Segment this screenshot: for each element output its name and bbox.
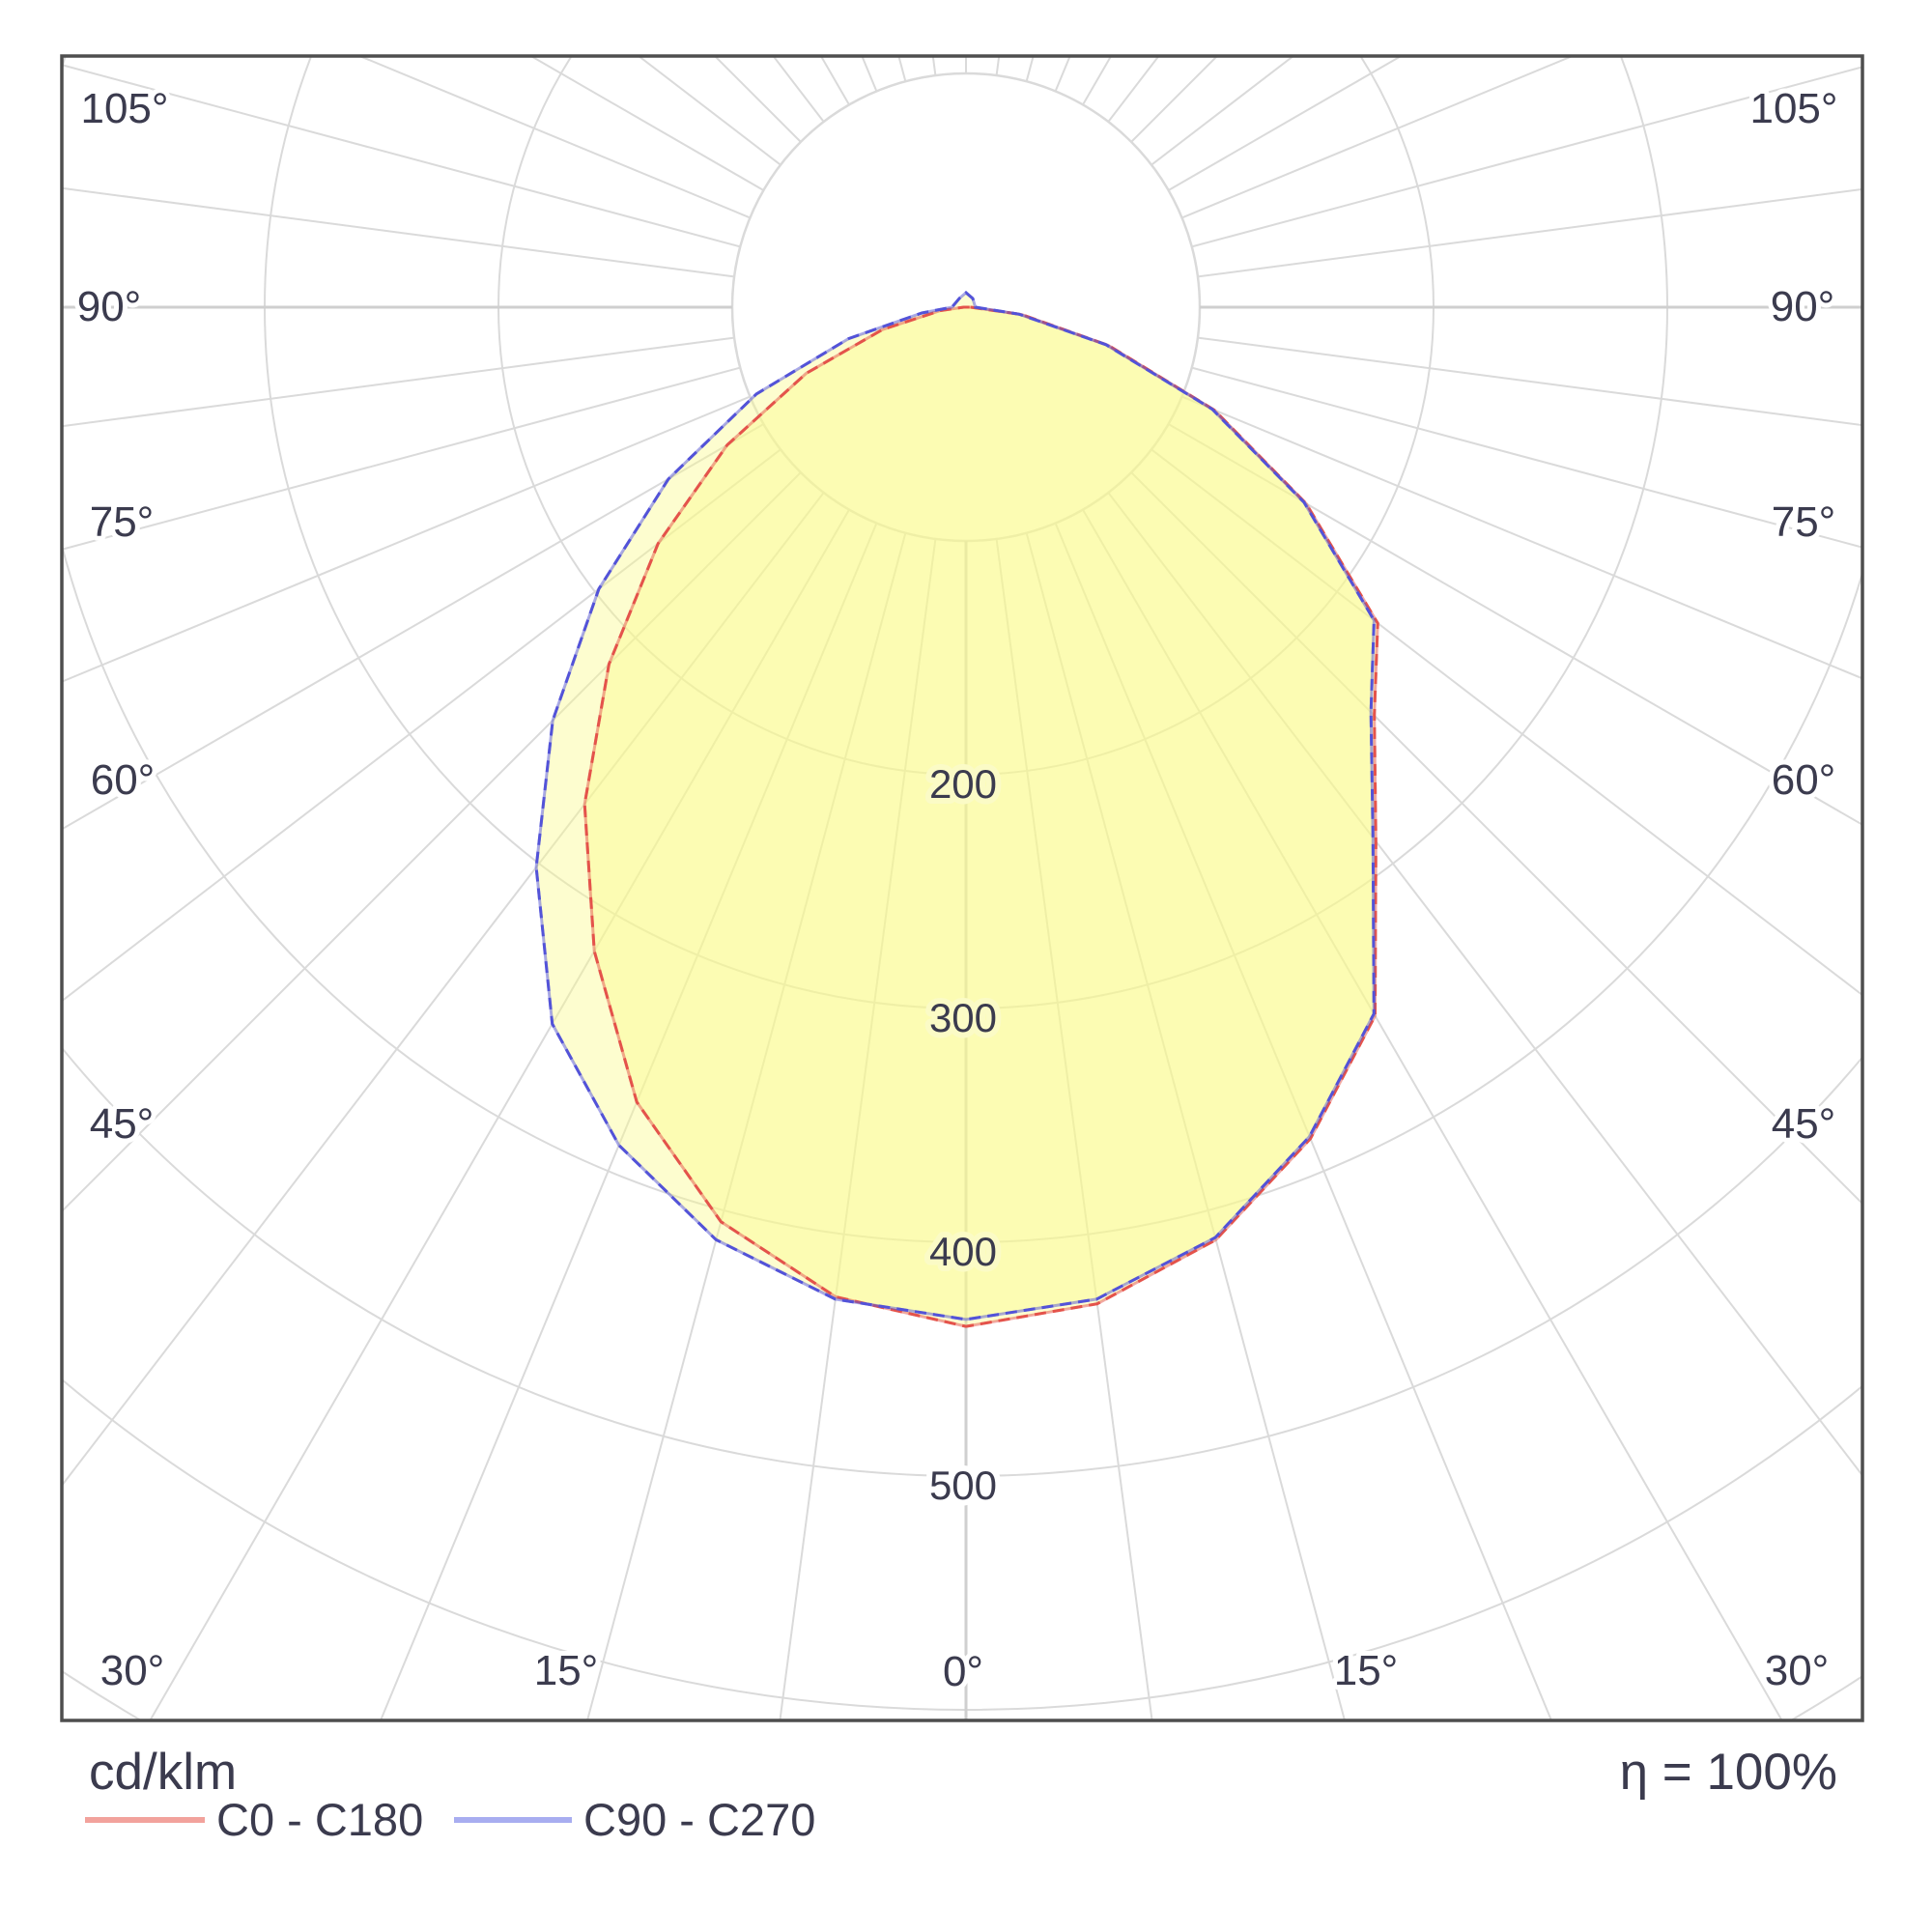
grid-ray-52.5-right — [1151, 448, 1862, 997]
grid-ray-45-right — [1130, 471, 1862, 1206]
curve-fill-C0-C180 — [584, 307, 1378, 1327]
grid-ray-105-right — [1191, 66, 1862, 248]
grid-ray-37.5-left — [62, 492, 825, 1488]
angle-label-right-75: 75° — [1772, 498, 1836, 546]
grid-ray-7.5-right — [995, 538, 1153, 1720]
legend-label-c90-c270: C90 - C270 — [583, 1794, 815, 1845]
grid-ray-30-left — [149, 509, 850, 1720]
grid-ray-52.5-left — [62, 448, 781, 1003]
grid-ray-22.5-left — [379, 523, 878, 1720]
grid-ray-172.5-left — [931, 56, 937, 76]
grid-ray-45-left — [62, 471, 802, 1213]
efficiency-label: η = 100% — [1620, 1744, 1837, 1801]
grid-ray-105-left — [62, 64, 741, 248]
grid-ray-37.5-right — [1107, 492, 1862, 1478]
radius-label-200: 200 — [929, 761, 997, 807]
angle-label-left-90: 90° — [77, 283, 142, 330]
grid-ray-82.5-left — [62, 336, 735, 428]
angle-label-left-30: 30° — [100, 1647, 165, 1694]
plot-frame — [60, 54, 1864, 1722]
angle-label-right-105: 105° — [1749, 85, 1837, 132]
grid-ray-97.5-left — [62, 186, 735, 278]
grid-ray-15-right — [1025, 532, 1347, 1720]
angle-label-right-45: 45° — [1772, 1100, 1836, 1148]
grid-ray-60-right — [1168, 423, 1862, 826]
tick-labels: 105° 105° 90° 90° 75° 75° 60° 60° 45° 45° 30° 30° 15… — [72, 80, 1843, 1700]
grid-ray-67.5-left — [62, 395, 751, 683]
angle-label-right-90: 90° — [1771, 283, 1835, 330]
grid-ray-127.5-right — [1151, 56, 1295, 166]
grid-ray-97.5-right — [1197, 187, 1862, 278]
radius-label-300: 300 — [929, 995, 997, 1040]
grid-ray-15-left — [585, 532, 907, 1720]
curve-C0-C180 — [582, 305, 1379, 1328]
grid-ray-82.5-right — [1197, 336, 1862, 427]
grid-ray-172.5-right — [995, 56, 1001, 76]
angle-label-right-60: 60° — [1772, 756, 1836, 804]
angle-label-left-60: 60° — [91, 756, 156, 804]
grid-ray-127.5-left — [637, 56, 781, 166]
unit-label: cd/klm — [89, 1744, 237, 1801]
grid-ray-60-left — [62, 423, 764, 831]
grid-ray-157.5-right — [1054, 56, 1071, 92]
radius-label-500: 500 — [929, 1463, 997, 1508]
grid-ray-112.5-right — [1181, 56, 1576, 219]
grid-ray-67.5-right — [1181, 395, 1862, 680]
grid-ray-7.5-left — [779, 538, 937, 1720]
grid-ray-157.5-left — [861, 56, 878, 92]
curve-fill-C90-C270 — [536, 293, 1375, 1320]
grid-ray-112.5-left — [356, 56, 751, 219]
angle-label-right-30: 30° — [1765, 1647, 1830, 1694]
angle-label-bottom-left-15: 15° — [534, 1647, 599, 1694]
grid-ray-30-right — [1082, 509, 1783, 1720]
angle-label-left-75: 75° — [90, 498, 155, 546]
radius-label-400: 400 — [929, 1229, 997, 1274]
grid-ray-22.5-right — [1054, 523, 1553, 1720]
grid-ray-75-left — [62, 366, 741, 551]
grid-ray-165-right — [1025, 56, 1035, 82]
angle-label-bottom-right-15: 15° — [1334, 1647, 1399, 1694]
intensity-curves — [534, 291, 1379, 1328]
grid-ray-165-left — [897, 56, 907, 82]
angle-label-left-105: 105° — [80, 85, 168, 132]
angle-label-bottom-0: 0° — [943, 1648, 983, 1695]
legend-label-c0-c180: C0 - C180 — [216, 1794, 423, 1845]
curve-C90-C270 — [534, 291, 1376, 1321]
grid-ray-75-right — [1191, 366, 1862, 549]
angle-label-left-45: 45° — [90, 1100, 155, 1148]
